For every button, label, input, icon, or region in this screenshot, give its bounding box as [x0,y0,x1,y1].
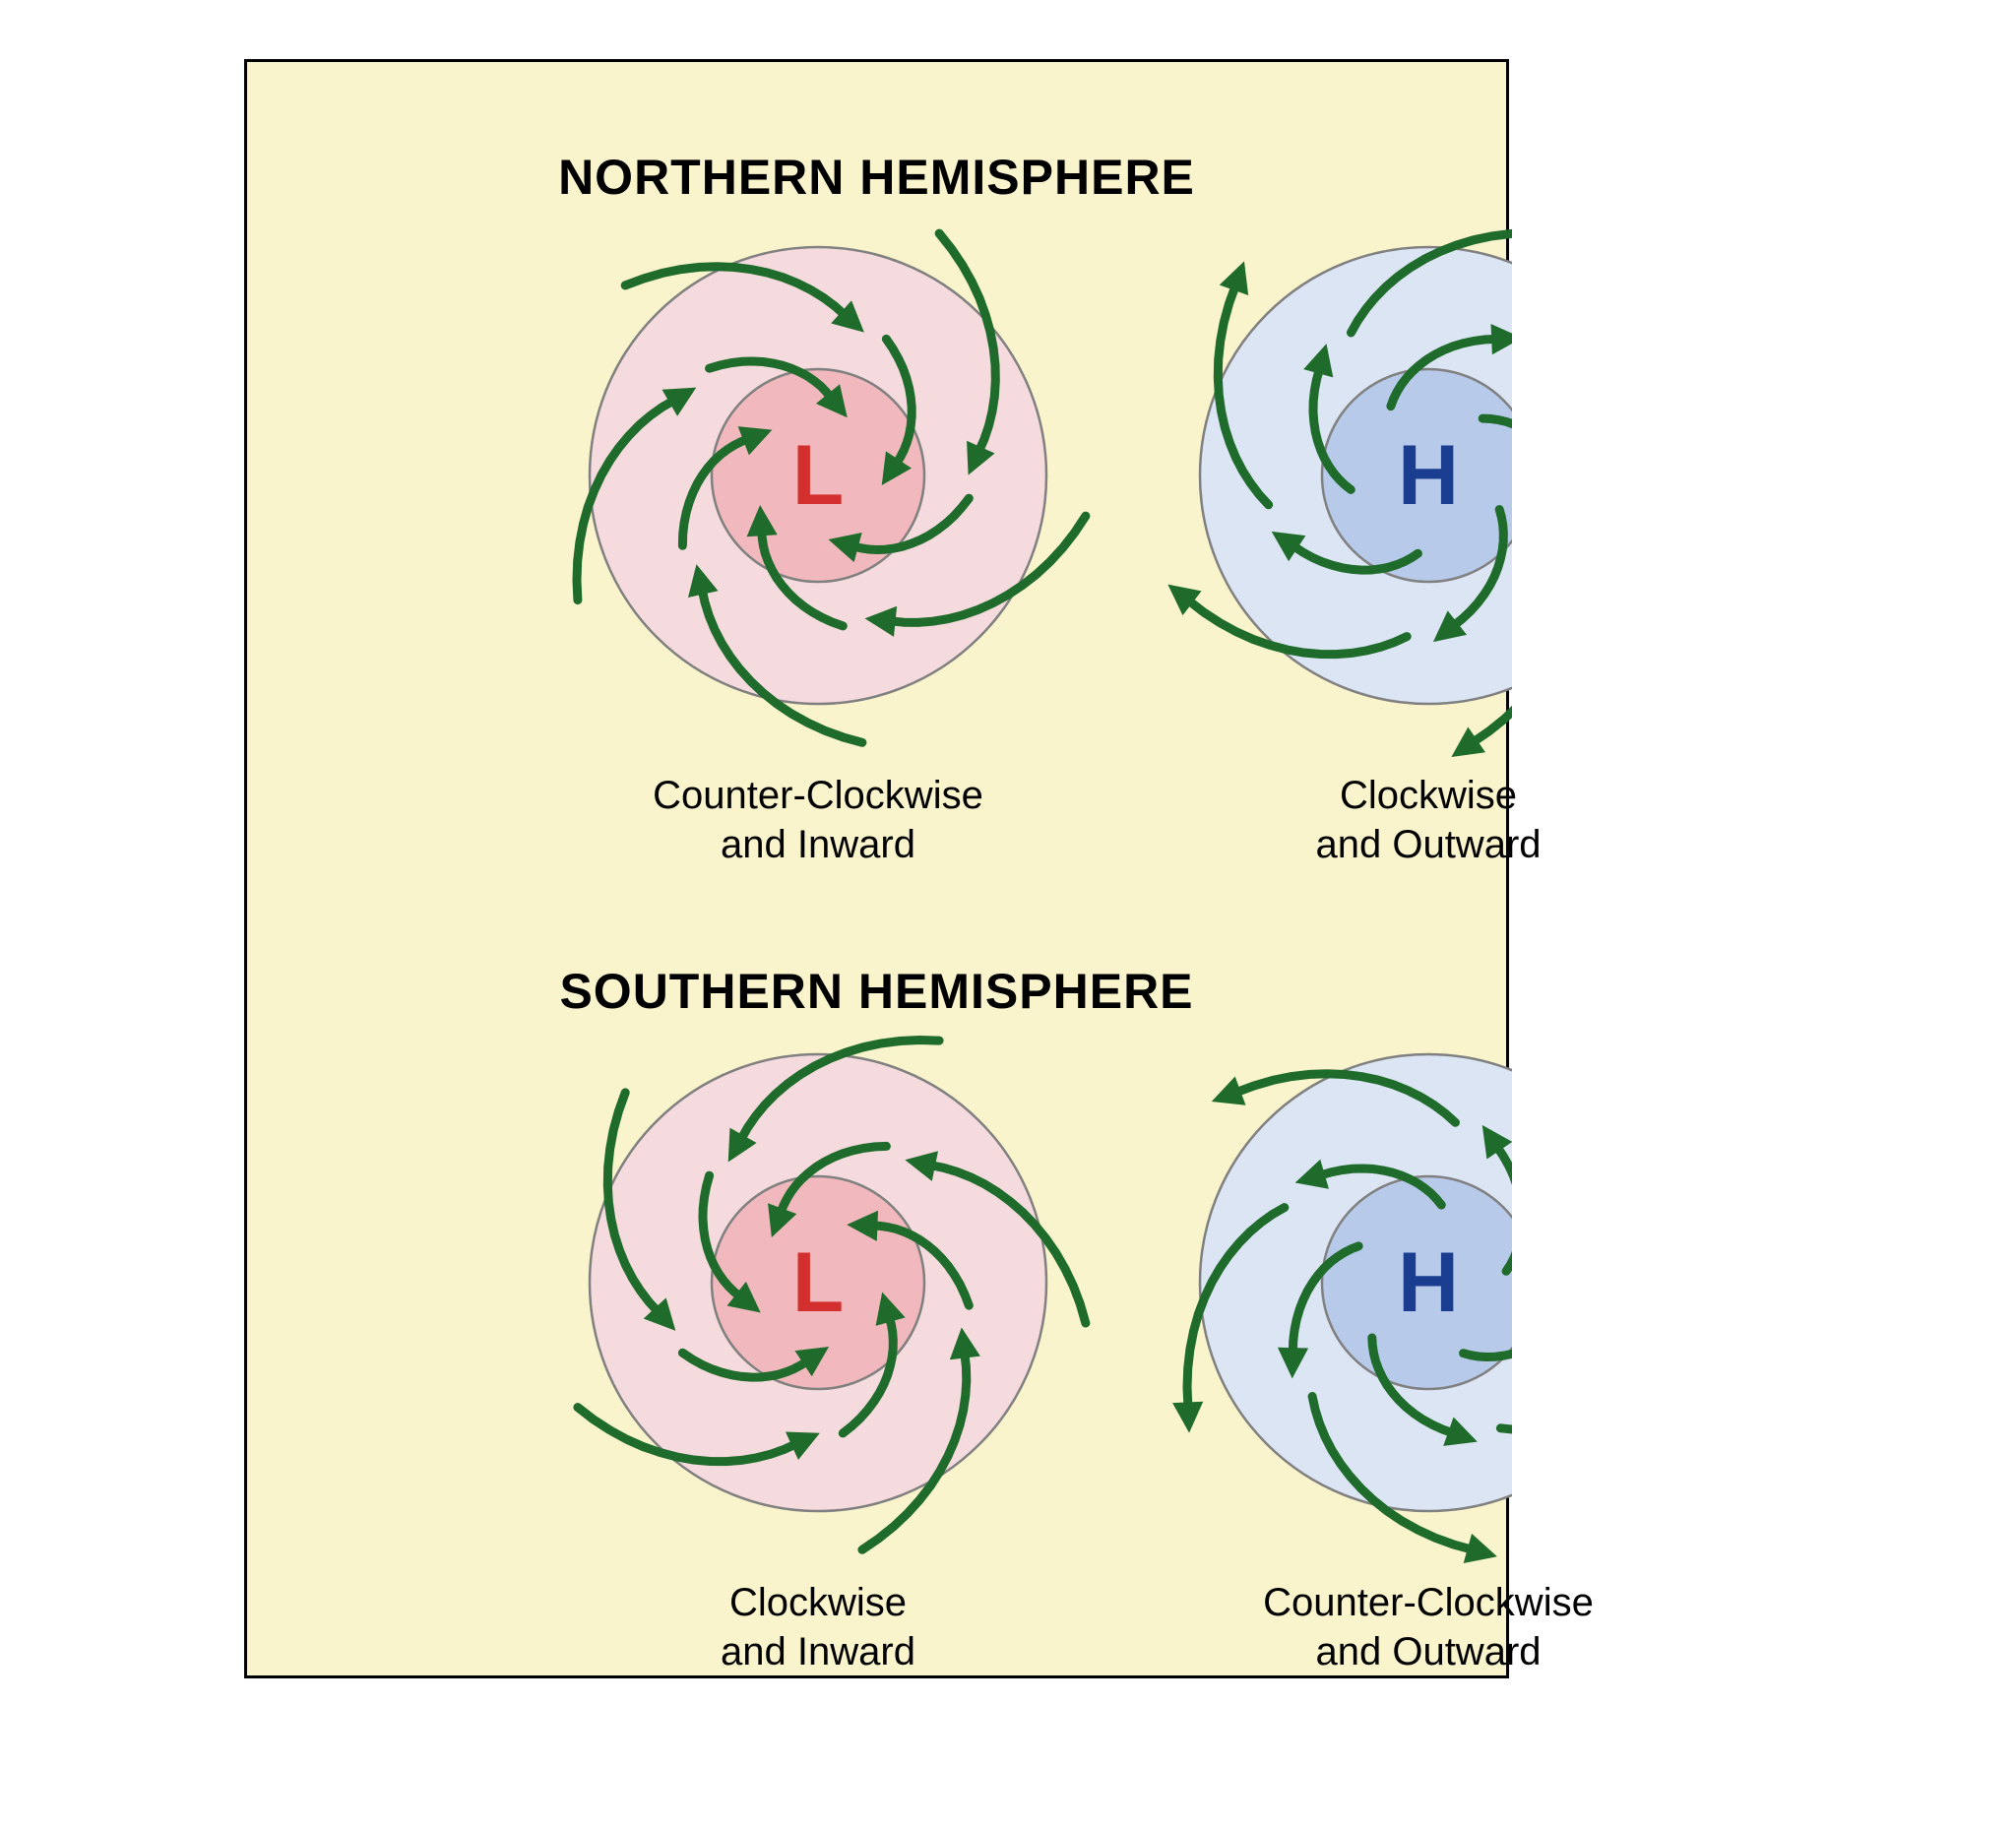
diagram-panel: NORTHERN HEMISPHERE SOUTHERN HEMISPHERE … [244,59,1509,1678]
high-pressure-letter: H [1398,1235,1459,1330]
page: NORTHERN HEMISPHERE SOUTHERN HEMISPHERE … [0,0,2016,1830]
high-pressure-system [1200,1054,1512,1511]
diagram-svg: L H L H [247,62,1512,1681]
high-pressure-letter: H [1398,428,1459,523]
low-pressure-letter: L [792,1235,845,1330]
low-pressure-letter: L [792,428,845,523]
